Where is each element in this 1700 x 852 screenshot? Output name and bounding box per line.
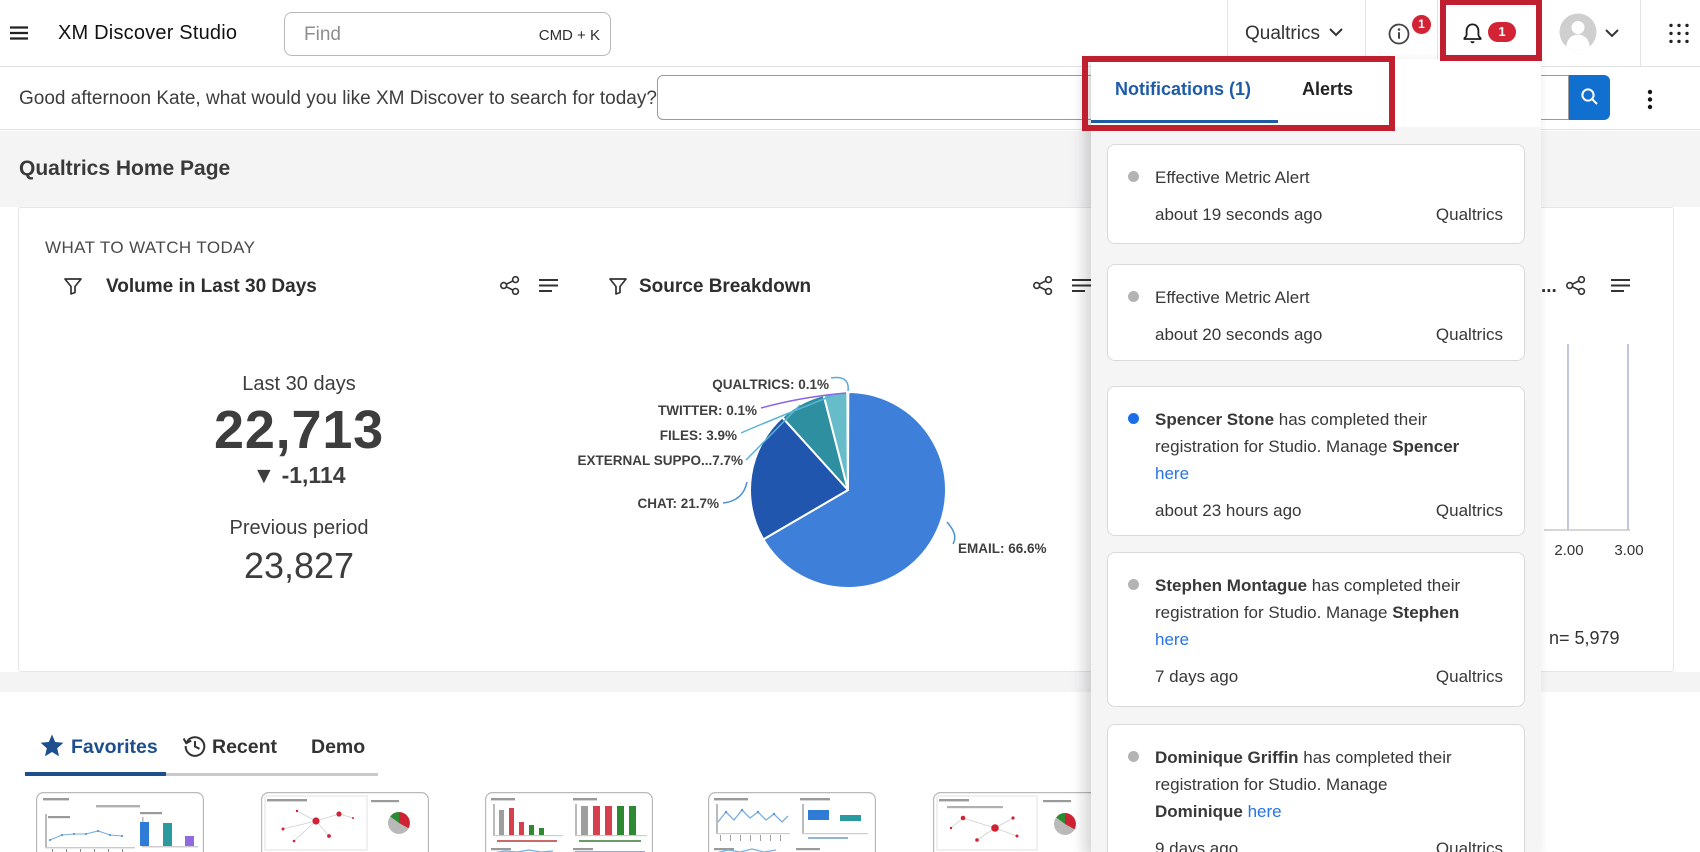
svg-text:EXTERNAL SUPPO...7.7%: EXTERNAL SUPPO...7.7% <box>577 453 743 468</box>
svg-text:CHAT: 21.7%: CHAT: 21.7% <box>637 496 719 511</box>
svg-text:QUALTRICS: 0.1%: QUALTRICS: 0.1% <box>712 377 829 392</box>
svg-text:FILES: 3.9%: FILES: 3.9% <box>660 428 737 443</box>
svg-text:EMAIL: 66.6%: EMAIL: 66.6% <box>958 541 1047 556</box>
svg-text:TWITTER: 0.1%: TWITTER: 0.1% <box>658 403 757 418</box>
svg-text:2.00: 2.00 <box>1554 542 1583 559</box>
svg-text:3.00: 3.00 <box>1614 542 1643 559</box>
svg-text:n= 5,979: n= 5,979 <box>1549 628 1620 648</box>
